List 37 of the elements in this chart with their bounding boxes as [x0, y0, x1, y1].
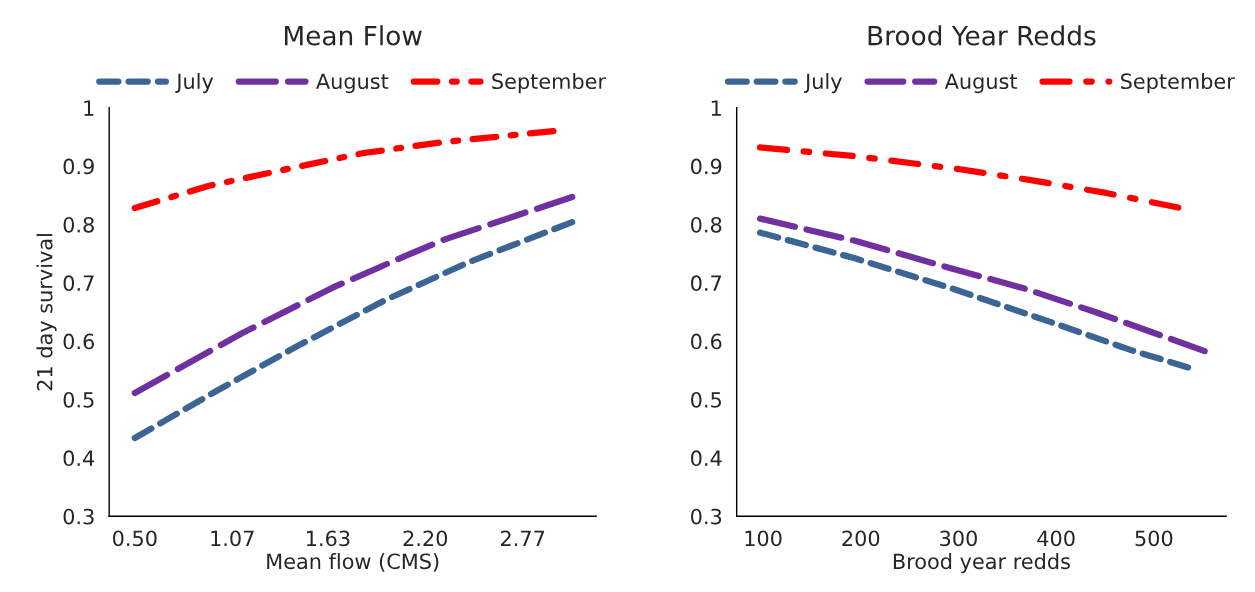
legend-label: August [944, 73, 1018, 94]
y-tick-label: 0.9 [63, 158, 94, 175]
legend-label: September [492, 73, 607, 94]
y-tick-label: 0.7 [63, 275, 94, 292]
x-axis-title: Mean flow (CMS) [267, 553, 439, 572]
legend-label: July [175, 73, 214, 94]
y-tick-label: 0.5 [691, 391, 721, 408]
y-tick-label: 0.8 [63, 216, 94, 233]
legend-label: September [1121, 73, 1235, 94]
x-tick-label: 100 [745, 530, 782, 547]
y-tick-label: 1 [84, 100, 94, 116]
y-tick-label: 0.3 [63, 508, 94, 525]
x-tick-label: 0.50 [112, 530, 157, 547]
x-tick-label: 500 [1135, 530, 1173, 547]
legend-label: August [316, 73, 389, 94]
y-tick-label: 0.5 [63, 391, 94, 408]
x-tick-label: 200 [842, 530, 880, 547]
x-tick-label: 2.20 [403, 530, 448, 547]
x-tick-label: 400 [1037, 530, 1075, 547]
legend-label: July [804, 73, 842, 94]
x-tick-label: 300 [940, 530, 977, 547]
y-tick-label: 1 [711, 100, 721, 116]
x-tick-label: 1.63 [306, 530, 350, 547]
y-tick-label: 0.9 [691, 158, 722, 175]
y-tick-label: 0.4 [691, 450, 722, 467]
y-axis-title: 21 day survival [36, 234, 57, 391]
x-tick-label: 2.77 [500, 530, 545, 546]
chart-title: Mean Flow [284, 25, 422, 46]
x-tick-label: 1.07 [211, 530, 254, 547]
y-tick-label: 0.8 [691, 216, 722, 233]
y-tick-label: 0.6 [691, 333, 722, 350]
y-tick-label: 0.3 [691, 508, 722, 525]
y-tick-label: 0.7 [691, 275, 722, 292]
y-tick-label: 0.6 [63, 333, 94, 350]
chart-title: Brood Year Redds [868, 25, 1096, 46]
y-tick-label: 0.4 [63, 450, 95, 467]
x-axis-title: Brood year redds [893, 553, 1070, 574]
